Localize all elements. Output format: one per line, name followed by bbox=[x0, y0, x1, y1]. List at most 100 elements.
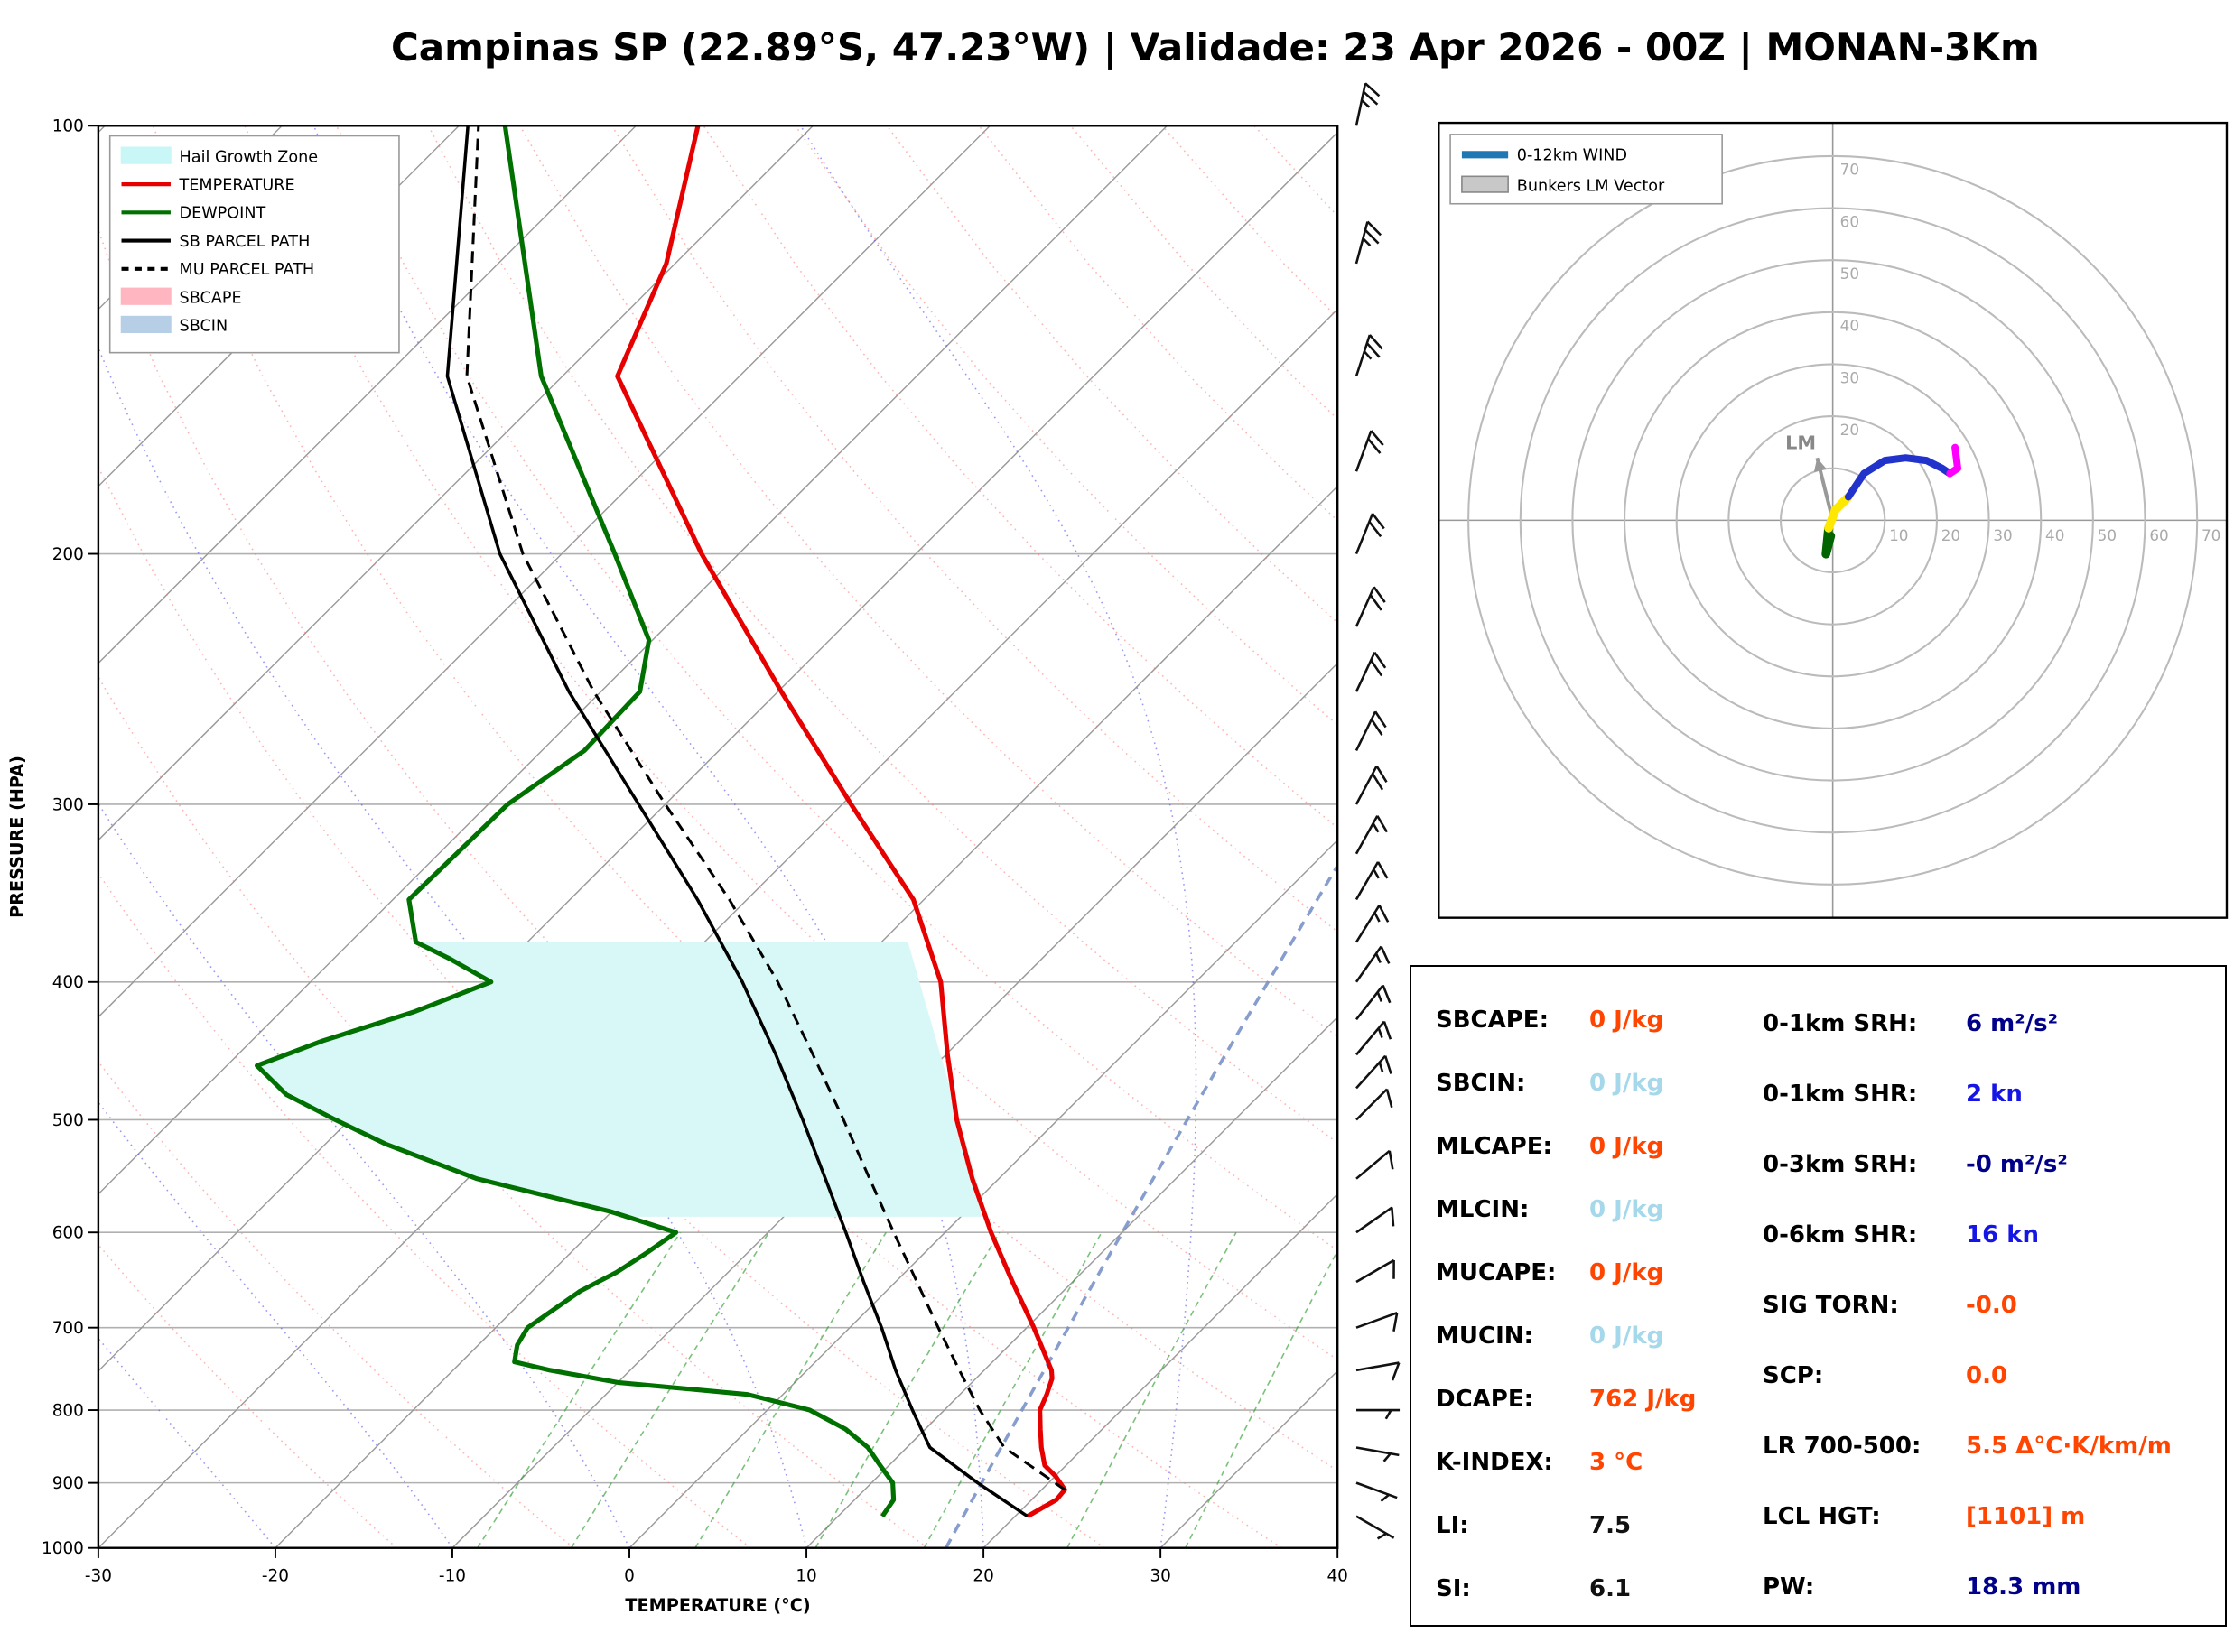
svg-text:SBCIN: SBCIN bbox=[180, 318, 228, 336]
index-row: PW: 18.3 mm bbox=[1763, 1552, 2214, 1622]
indices-panel: SBCAPE: 0 J/kg SBCIN: 0 J/kg MLCAPE: 0 J/kg ML… bbox=[1410, 965, 2227, 1627]
svg-text:SB PARCEL PATH: SB PARCEL PATH bbox=[180, 233, 311, 251]
index-value: 0 J/kg bbox=[1589, 1323, 1664, 1350]
index-label: 0-3km SRH: bbox=[1763, 1151, 1918, 1178]
svg-text:TEMPERATURE: TEMPERATURE bbox=[179, 177, 295, 195]
svg-text:100: 100 bbox=[52, 117, 84, 136]
wind-barb bbox=[1355, 1020, 1392, 1056]
svg-text:20: 20 bbox=[1941, 526, 1960, 544]
legend-swatch bbox=[120, 315, 172, 334]
index-label: 0-1km SHR: bbox=[1763, 1081, 1918, 1108]
indices-column-right: 0-1km SRH: 6 m²/s² 0-1km SHR: 2 kn 0-3km SRH… bbox=[1763, 988, 2214, 1622]
profile-temperature bbox=[615, 125, 1067, 1518]
index-value: -0 m²/s² bbox=[1966, 1151, 2068, 1178]
wind-barb bbox=[1354, 513, 1385, 555]
svg-text:30: 30 bbox=[1150, 1567, 1170, 1586]
wind-barb bbox=[1354, 430, 1384, 472]
wind-barb bbox=[1354, 82, 1381, 126]
wind-barb bbox=[1355, 1515, 1395, 1540]
index-value: [1101] m bbox=[1966, 1503, 2086, 1530]
index-row: SBCAPE: 0 J/kg bbox=[1436, 988, 1752, 1052]
index-value: 6.1 bbox=[1589, 1575, 1632, 1602]
svg-text:MU PARCEL PATH: MU PARCEL PATH bbox=[180, 261, 315, 279]
index-row: SIG TORN: -0.0 bbox=[1763, 1270, 2214, 1341]
index-value: 0 J/kg bbox=[1589, 1133, 1664, 1160]
index-row: K-INDEX: 3 °C bbox=[1436, 1431, 1752, 1494]
index-label: LCL HGT: bbox=[1763, 1503, 1881, 1530]
svg-text:10: 10 bbox=[1889, 526, 1908, 544]
svg-text:30: 30 bbox=[1840, 368, 1859, 386]
svg-text:40: 40 bbox=[1840, 317, 1859, 335]
svg-text:-30: -30 bbox=[85, 1567, 112, 1586]
index-label: MUCIN: bbox=[1436, 1323, 1533, 1350]
svg-text:1000: 1000 bbox=[42, 1539, 84, 1558]
index-value: 6 m²/s² bbox=[1966, 1010, 2058, 1037]
index-row: LI: 7.5 bbox=[1436, 1494, 1752, 1557]
index-label: K-INDEX: bbox=[1436, 1449, 1553, 1476]
svg-text:70: 70 bbox=[2201, 526, 2220, 544]
wind-barb bbox=[1355, 1206, 1395, 1234]
svg-text:60: 60 bbox=[1840, 212, 1859, 230]
wind-barb bbox=[1355, 1361, 1401, 1381]
svg-text:600: 600 bbox=[52, 1224, 84, 1243]
legend-swatch bbox=[1461, 175, 1509, 193]
svg-text:TEMPERATURE (°C): TEMPERATURE (°C) bbox=[625, 1595, 810, 1616]
legend-swatch bbox=[120, 287, 172, 305]
wind-barb bbox=[1355, 1481, 1398, 1502]
index-label: MLCIN: bbox=[1436, 1196, 1530, 1223]
wind-barb bbox=[1355, 984, 1392, 1021]
index-row: 0-6km SHR: 16 kn bbox=[1763, 1200, 2214, 1270]
svg-text:20: 20 bbox=[1840, 421, 1859, 439]
wind-barb bbox=[1354, 586, 1386, 627]
wind-barb bbox=[1355, 1088, 1393, 1121]
index-label: MLCAPE: bbox=[1436, 1133, 1552, 1160]
index-label: LI: bbox=[1436, 1512, 1469, 1539]
svg-text:900: 900 bbox=[52, 1474, 84, 1493]
svg-text:300: 300 bbox=[52, 795, 84, 814]
svg-text:50: 50 bbox=[1840, 265, 1859, 283]
wind-barb bbox=[1354, 334, 1383, 377]
index-value: 16 kn bbox=[1966, 1221, 2040, 1248]
svg-text:70: 70 bbox=[1840, 161, 1859, 179]
index-value: 0.0 bbox=[1966, 1362, 2008, 1389]
index-label: 0-6km SHR: bbox=[1763, 1221, 1918, 1248]
index-value: 0 J/kg bbox=[1589, 1070, 1664, 1097]
legend-swatch bbox=[120, 146, 172, 164]
svg-text:800: 800 bbox=[52, 1401, 84, 1420]
hodograph-trace-near-surface bbox=[1821, 524, 1836, 559]
wind-barb bbox=[1354, 765, 1388, 805]
indices-column-left: SBCAPE: 0 J/kg SBCIN: 0 J/kg MLCAPE: 0 J/kg ML… bbox=[1436, 988, 1752, 1620]
index-label: SCP: bbox=[1763, 1362, 1824, 1389]
svg-text:500: 500 bbox=[52, 1111, 84, 1130]
wind-barb bbox=[1354, 861, 1389, 901]
index-row: MUCAPE: 0 J/kg bbox=[1436, 1241, 1752, 1304]
wind-barb bbox=[1355, 1054, 1392, 1090]
svg-text:Hail Growth Zone: Hail Growth Zone bbox=[180, 148, 319, 166]
index-label: SBCIN: bbox=[1436, 1070, 1526, 1097]
svg-text:200: 200 bbox=[52, 545, 84, 564]
svg-text:50: 50 bbox=[2098, 526, 2117, 544]
profile-sb-parcel-path bbox=[445, 125, 1029, 1518]
wind-barb bbox=[1355, 1446, 1400, 1462]
index-label: LR 700-500: bbox=[1763, 1433, 1922, 1460]
profile-mu-parcel-path bbox=[465, 125, 1066, 1491]
index-row: LR 700-500: 5.5 Δ°C·K/km/m bbox=[1763, 1411, 2214, 1481]
index-row: SI: 6.1 bbox=[1436, 1557, 1752, 1620]
index-label: 0-1km SRH: bbox=[1763, 1010, 1918, 1037]
index-row: MLCAPE: 0 J/kg bbox=[1436, 1115, 1752, 1178]
svg-text:DEWPOINT: DEWPOINT bbox=[180, 205, 266, 223]
figure-title: Campinas SP (22.89°S, 47.23°W) | Validad… bbox=[390, 25, 2040, 70]
index-label: SBCAPE: bbox=[1436, 1007, 1549, 1034]
index-row: 0-3km SRH: -0 m²/s² bbox=[1763, 1129, 2214, 1200]
index-row: 0-1km SHR: 2 kn bbox=[1763, 1059, 2214, 1129]
svg-text:10: 10 bbox=[796, 1567, 816, 1586]
svg-text:700: 700 bbox=[52, 1319, 84, 1338]
index-row: DCAPE: 762 J/kg bbox=[1436, 1368, 1752, 1431]
hodograph-trace-upper-level bbox=[1946, 443, 1961, 478]
index-row: MUCIN: 0 J/kg bbox=[1436, 1304, 1752, 1368]
wind-barb bbox=[1355, 1258, 1395, 1284]
svg-text:400: 400 bbox=[52, 973, 84, 992]
index-value: 5.5 Δ°C·K/km/m bbox=[1966, 1433, 2172, 1460]
index-value: 762 J/kg bbox=[1589, 1386, 1697, 1413]
